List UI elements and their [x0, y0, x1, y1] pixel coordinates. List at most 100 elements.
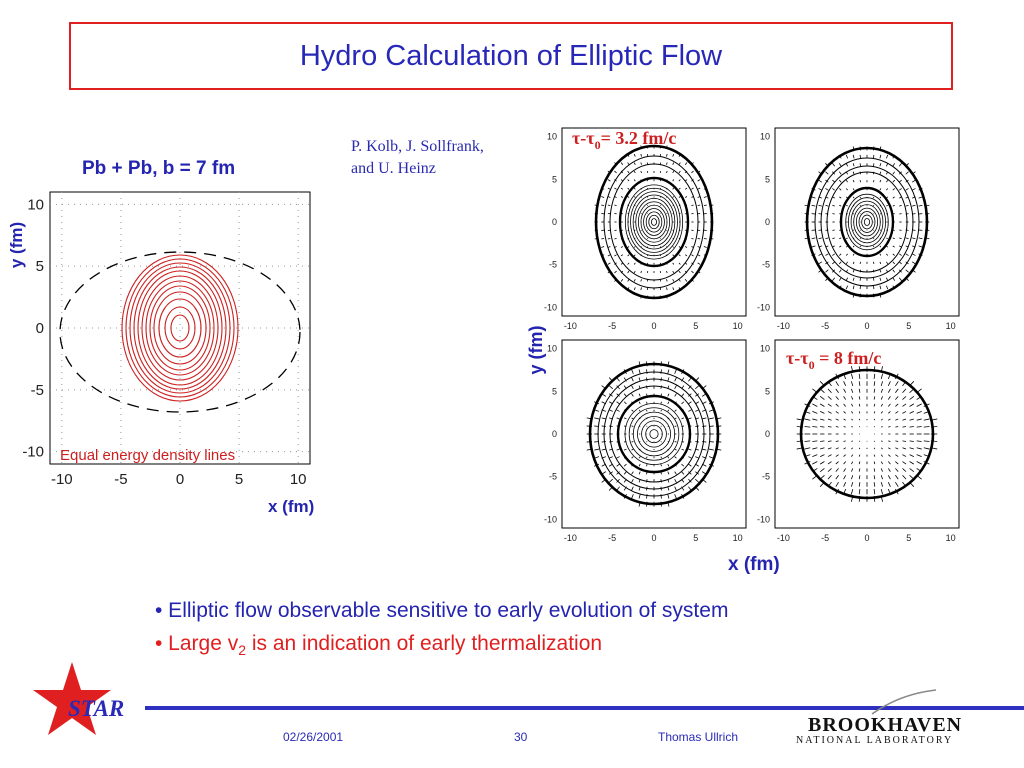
- velocity-arrow: [827, 388, 832, 393]
- velocity-arrow: [702, 448, 707, 451]
- x-tick-label: 10: [733, 321, 743, 331]
- velocity-arrow: [623, 471, 627, 475]
- velocity-arrow: [851, 396, 854, 400]
- velocity-arrow: [873, 454, 876, 457]
- x-tick-label: -5: [114, 471, 127, 488]
- velocity-arrow: [902, 426, 907, 428]
- velocity-arrow: [608, 409, 613, 412]
- y-tick-label: -5: [549, 260, 557, 270]
- density-contour: [645, 211, 663, 233]
- footer-date: 02/26/2001: [283, 730, 344, 744]
- velocity-arrow: [902, 461, 907, 465]
- velocity-arrow: [839, 253, 842, 256]
- y-tick-label: 10: [760, 132, 770, 142]
- velocity-arrow: [825, 204, 829, 207]
- velocity-arrow: [674, 494, 677, 499]
- velocity-arrow: [858, 381, 861, 386]
- velocity-arrow: [879, 245, 882, 248]
- density-contour: [603, 378, 705, 490]
- velocity-arrow: [633, 262, 636, 265]
- velocity-arrow: [633, 179, 636, 182]
- velocity-arrow: [620, 187, 624, 190]
- freezeout-contour: [594, 144, 714, 300]
- velocity-arrow: [888, 426, 891, 428]
- velocity-arrow: [916, 426, 922, 428]
- credit-line-2: and U. Heinz: [351, 160, 436, 177]
- velocity-arrow: [832, 253, 835, 256]
- velocity-arrow: [667, 494, 670, 499]
- velocity-arrow: [697, 179, 701, 182]
- velocity-arrow: [843, 411, 846, 414]
- velocity-arrow: [660, 425, 662, 427]
- velocity-arrow: [827, 418, 832, 421]
- velocity-arrow: [879, 179, 882, 183]
- velocity-arrow: [820, 447, 825, 450]
- velocity-arrow: [631, 494, 634, 499]
- velocity-arrow: [691, 237, 694, 240]
- velocity-arrow: [672, 179, 675, 182]
- velocity-arrow: [818, 204, 822, 207]
- bullet-elliptic-flow: • Elliptic flow observable sensitive to …: [155, 599, 729, 622]
- velocity-arrow: [895, 426, 899, 428]
- velocity-arrow: [819, 461, 825, 465]
- velocity-arrow: [839, 179, 842, 183]
- velocity-arrow: [660, 456, 662, 459]
- velocity-arrow: [852, 277, 855, 281]
- velocity-arrow: [638, 494, 641, 499]
- velocity-arrow: [646, 464, 648, 467]
- velocity-arrow: [892, 261, 895, 265]
- velocity-arrow: [681, 417, 685, 420]
- velocity-arrow: [667, 409, 670, 412]
- bnl-logo-sub: NATIONAL LABORATORY: [796, 735, 954, 746]
- velocity-arrow: [892, 188, 895, 191]
- velocity-arrow: [843, 475, 847, 480]
- velocity-arrow: [695, 456, 700, 459]
- star-logo-text: STAR: [68, 696, 124, 721]
- velocity-arrow: [681, 448, 685, 451]
- velocity-arrow: [858, 396, 861, 400]
- velocity-arrow: [660, 401, 662, 404]
- velocity-arrow: [916, 447, 922, 450]
- velocity-arrow: [631, 448, 634, 451]
- velocity-arrow: [880, 373, 883, 380]
- freezeout-contour: [799, 368, 935, 500]
- velocity-arrow: [616, 385, 620, 390]
- tau-label-early: τ-τ0= 3.2 fm/c: [572, 128, 676, 152]
- density-contour: [640, 204, 668, 240]
- footer-author: Thomas Ullrich: [658, 730, 739, 744]
- density-contour: [826, 171, 908, 273]
- velocity-arrow: [895, 396, 899, 400]
- velocity-arrow: [909, 396, 915, 400]
- velocity-arrow: [835, 426, 839, 428]
- velocity-arrow: [905, 253, 909, 256]
- velocity-arrow: [684, 278, 688, 282]
- velocity-arrow: [703, 204, 707, 207]
- velocity-arrow: [804, 418, 811, 421]
- contour-line: [133, 266, 227, 390]
- velocity-arrow: [811, 196, 816, 199]
- y-tick-label: 0: [36, 320, 44, 337]
- velocity-arrow: [666, 153, 668, 157]
- left-contour-plot: Pb + Pb, b = 7 fm -10 -10 -5 -5 0 0 5 5 10 10 Equ…: [7, 158, 314, 516]
- velocity-arrow: [674, 393, 677, 397]
- velocity-arrow: [832, 204, 835, 207]
- velocity-arrow: [832, 163, 836, 167]
- density-contour: [627, 187, 681, 257]
- velocity-arrow: [703, 196, 707, 198]
- density-contour: [814, 157, 920, 287]
- velocity-arrow: [858, 418, 861, 421]
- velocity-arrow: [820, 426, 825, 428]
- velocity-arrow: [627, 246, 630, 248]
- velocity-arrow: [827, 411, 832, 414]
- velocity-arrow: [851, 447, 854, 450]
- velocity-arrow: [858, 411, 861, 414]
- velocity-arrow: [880, 468, 883, 472]
- y-tick-label: -5: [762, 472, 770, 482]
- velocity-arrow: [627, 170, 630, 174]
- velocity-arrow: [688, 456, 692, 459]
- x-tick-label: 10: [290, 471, 307, 488]
- velocity-arrow: [672, 246, 675, 248]
- velocity-arrow: [923, 426, 930, 428]
- velocity-arrow: [852, 154, 855, 159]
- velocity-arrow: [684, 162, 688, 166]
